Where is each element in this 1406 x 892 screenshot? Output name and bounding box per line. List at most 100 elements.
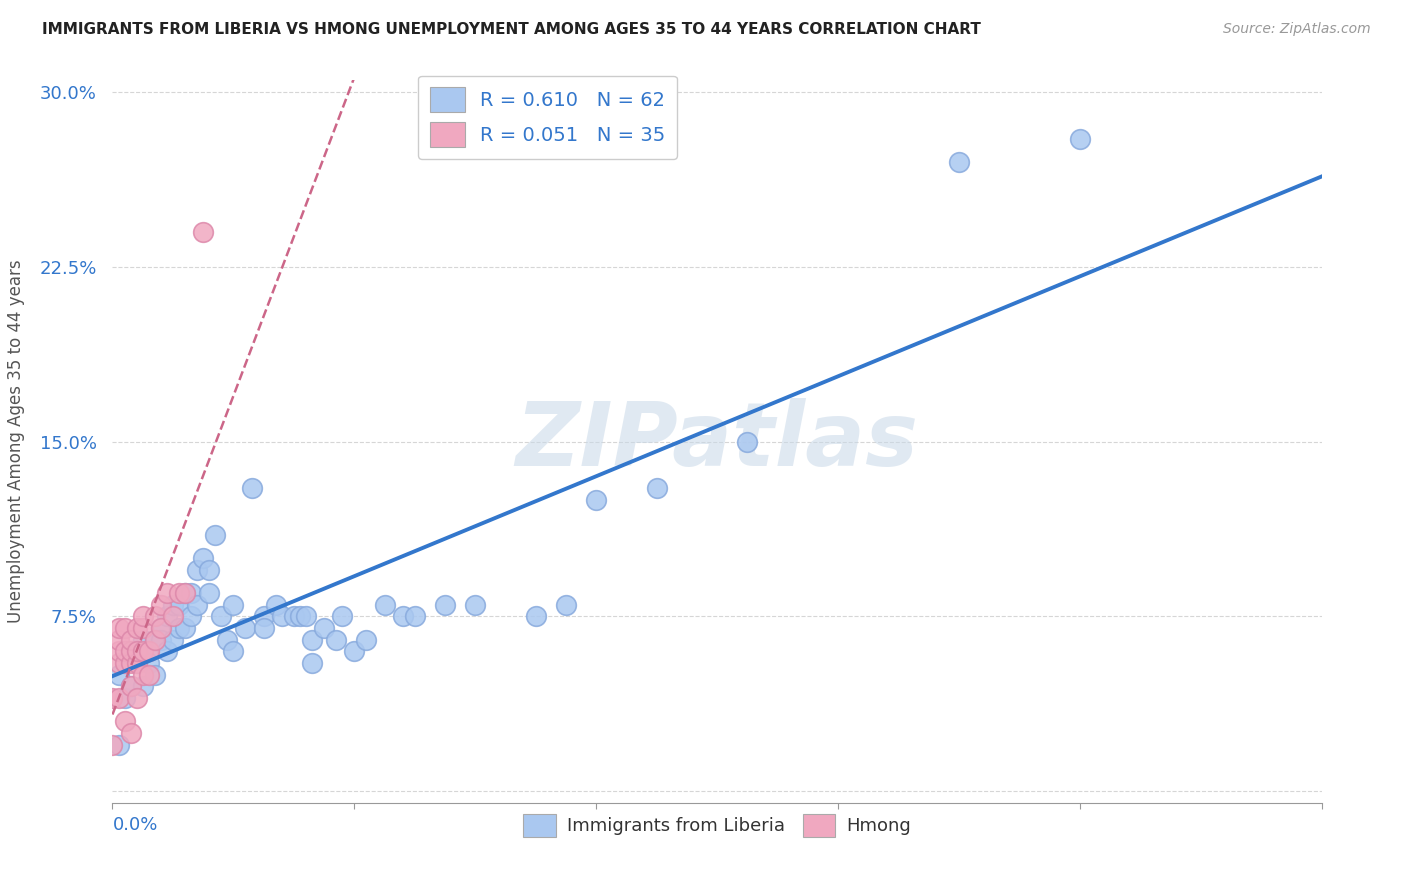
Point [374, 598, 396, 612]
Point [325, 632, 347, 647]
Point [174, 586, 197, 600]
Point [180, 609, 202, 624]
Point [585, 492, 607, 507]
Point [114, 690, 136, 705]
Point [120, 644, 142, 658]
Point [554, 598, 576, 612]
Point [138, 644, 160, 658]
Y-axis label: Unemployment Among Ages 35 to 44 years: Unemployment Among Ages 35 to 44 years [7, 260, 25, 624]
Point [125, 690, 148, 705]
Point [149, 621, 172, 635]
Point [209, 609, 232, 624]
Legend: Immigrants from Liberia, Hmong: Immigrants from Liberia, Hmong [516, 806, 918, 845]
Point [107, 644, 129, 658]
Point [138, 667, 160, 681]
Point [120, 679, 142, 693]
Point [253, 609, 276, 624]
Point [295, 609, 318, 624]
Point [162, 598, 184, 612]
Point [132, 644, 155, 658]
Point [120, 632, 142, 647]
Point [149, 632, 172, 647]
Point [107, 690, 129, 705]
Point [125, 621, 148, 635]
Point [125, 656, 148, 670]
Point [149, 598, 172, 612]
Point [107, 656, 129, 670]
Point [186, 598, 208, 612]
Point [143, 667, 166, 681]
Point [167, 598, 190, 612]
Point [253, 621, 276, 635]
Point [107, 632, 129, 647]
Point [343, 644, 366, 658]
Point [132, 667, 155, 681]
Point [191, 225, 214, 239]
Point [114, 621, 136, 635]
Point [132, 632, 155, 647]
Point [217, 632, 239, 647]
Point [162, 609, 184, 624]
Point [167, 586, 190, 600]
Point [204, 528, 226, 542]
Point [283, 609, 305, 624]
Point [235, 621, 257, 635]
Point [120, 644, 142, 658]
Point [330, 609, 353, 624]
Point [114, 714, 136, 729]
Point [132, 621, 155, 635]
Point [948, 154, 970, 169]
Point [149, 621, 172, 635]
Point [101, 738, 124, 752]
Point [156, 644, 179, 658]
Point [125, 656, 148, 670]
Point [174, 621, 197, 635]
Point [156, 609, 179, 624]
Text: IMMIGRANTS FROM LIBERIA VS HMONG UNEMPLOYMENT AMONG AGES 35 TO 44 YEARS CORRELAT: IMMIGRANTS FROM LIBERIA VS HMONG UNEMPLO… [42, 22, 981, 37]
Point [433, 598, 456, 612]
Point [138, 656, 160, 670]
Text: Source: ZipAtlas.com: Source: ZipAtlas.com [1223, 22, 1371, 37]
Point [143, 609, 166, 624]
Point [186, 563, 208, 577]
Point [138, 644, 160, 658]
Point [198, 586, 221, 600]
Point [198, 563, 221, 577]
Point [162, 632, 184, 647]
Point [356, 632, 378, 647]
Point [180, 586, 202, 600]
Point [167, 621, 190, 635]
Text: ZIPatlas: ZIPatlas [516, 398, 918, 485]
Point [270, 609, 292, 624]
Point [191, 551, 214, 566]
Point [120, 679, 142, 693]
Point [301, 656, 323, 670]
Point [107, 621, 129, 635]
Point [101, 690, 124, 705]
Point [404, 609, 426, 624]
Point [120, 656, 142, 670]
Point [120, 726, 142, 740]
Point [1069, 131, 1091, 145]
Point [524, 609, 547, 624]
Point [143, 632, 166, 647]
Point [391, 609, 413, 624]
Point [645, 481, 668, 495]
Point [301, 632, 323, 647]
Point [132, 609, 155, 624]
Point [156, 586, 179, 600]
Point [737, 434, 759, 449]
Point [174, 586, 197, 600]
Point [288, 609, 311, 624]
Point [114, 656, 136, 670]
Point [107, 738, 129, 752]
Point [314, 621, 336, 635]
Text: 0.0%: 0.0% [112, 816, 157, 834]
Point [132, 679, 155, 693]
Point [264, 598, 287, 612]
Point [143, 632, 166, 647]
Point [464, 598, 486, 612]
Point [222, 598, 245, 612]
Point [125, 644, 148, 658]
Point [222, 644, 245, 658]
